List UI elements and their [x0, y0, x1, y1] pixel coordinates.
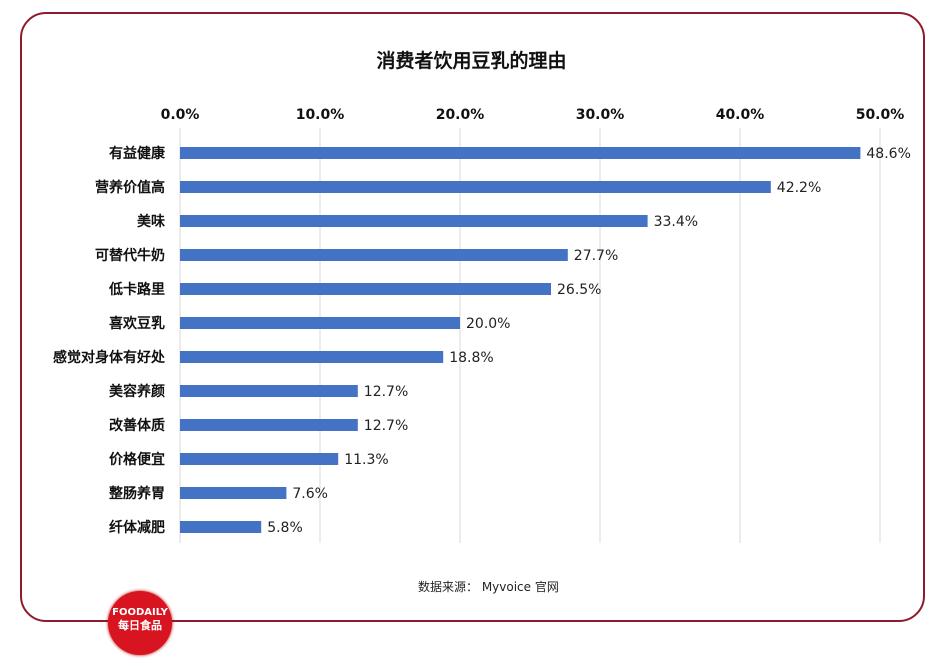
bar	[180, 147, 861, 159]
y-category-label: 有益健康	[109, 145, 166, 162]
data-label: 33.4%	[654, 214, 698, 230]
y-category-label: 营养价值高	[95, 179, 165, 196]
data-label: 7.6%	[292, 486, 328, 502]
y-category-label: 美容养颜	[109, 383, 165, 400]
logo-text-en: FOODAILY	[112, 607, 168, 618]
x-tick-label: 0.0%	[161, 107, 200, 123]
y-category-label: 整肠养胃	[108, 485, 165, 502]
data-label: 12.7%	[364, 418, 408, 434]
bar	[180, 521, 262, 533]
data-label: 26.5%	[557, 282, 601, 298]
y-category-label: 感觉对身体有好处	[53, 349, 166, 366]
bar	[180, 419, 358, 431]
x-tick-label: 30.0%	[576, 107, 625, 123]
x-tick-label: 50.0%	[856, 107, 905, 123]
data-label: 27.7%	[574, 248, 618, 264]
data-label: 20.0%	[466, 316, 510, 332]
y-category-label: 低卡路里	[108, 281, 165, 298]
y-category-label: 改善体质	[109, 417, 165, 434]
chart-frame	[20, 12, 925, 622]
bar	[180, 351, 444, 363]
logo-text-cn: 每日食品	[118, 619, 162, 632]
bar	[180, 215, 648, 227]
data-label: 11.3%	[344, 452, 388, 468]
x-tick-label: 10.0%	[296, 107, 345, 123]
bar	[180, 317, 460, 329]
data-label: 42.2%	[777, 180, 821, 196]
y-category-label: 可替代牛奶	[95, 247, 165, 264]
x-tick-label: 20.0%	[436, 107, 485, 123]
bar	[180, 385, 358, 397]
bar	[180, 453, 339, 465]
x-tick-label: 40.0%	[716, 107, 765, 123]
data-label: 48.6%	[866, 146, 910, 162]
y-category-label: 美味	[137, 213, 165, 230]
chart-title: 消费者饮用豆乳的理由	[376, 50, 567, 72]
foodaily-logo: FOODAILY 每日食品	[108, 591, 172, 655]
y-category-label: 喜欢豆乳	[109, 315, 165, 332]
bar	[180, 487, 287, 499]
bar	[180, 181, 771, 193]
data-label: 5.8%	[267, 520, 303, 536]
y-category-label: 价格便宜	[109, 451, 165, 468]
data-source: 数据来源： Myvoice 官网	[418, 580, 559, 594]
data-label: 18.8%	[449, 350, 493, 366]
data-label: 12.7%	[364, 384, 408, 400]
bar	[180, 249, 568, 261]
y-category-label: 纤体减肥	[109, 519, 165, 536]
bar	[180, 283, 551, 295]
